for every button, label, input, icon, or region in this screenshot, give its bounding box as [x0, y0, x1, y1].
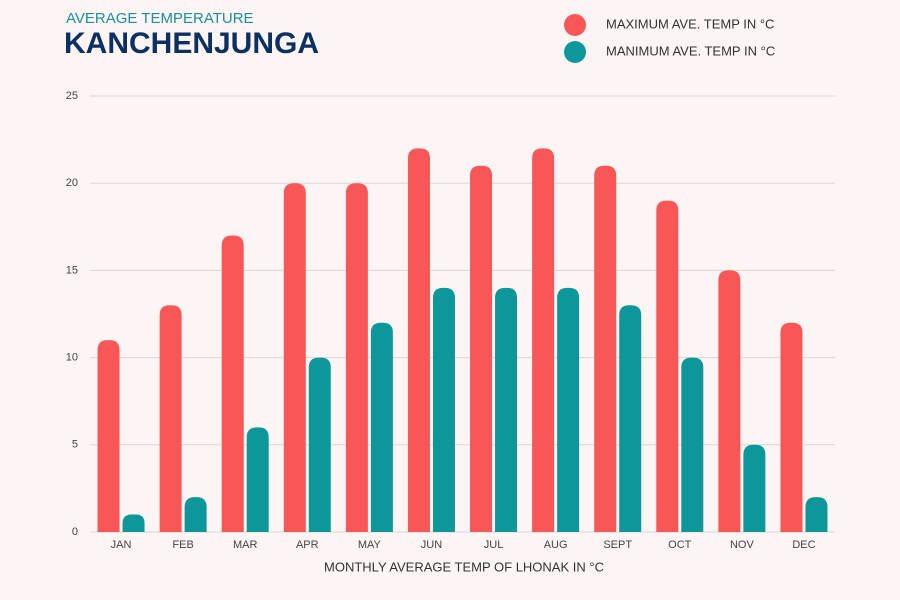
bar	[122, 514, 145, 532]
y-tick-label: 25	[66, 90, 78, 102]
bar	[495, 287, 518, 532]
x-tick-label: APR	[296, 539, 319, 551]
x-tick-label: NOV	[730, 539, 755, 551]
y-tick-label: 20	[66, 177, 78, 189]
bar	[283, 183, 306, 532]
bar	[345, 183, 368, 532]
bar	[718, 270, 741, 532]
bar	[97, 340, 120, 532]
x-tick-label: DEC	[792, 539, 815, 551]
x-tick-label: JAN	[111, 539, 132, 551]
legend-label: MANIMUM AVE. TEMP IN °C	[606, 43, 775, 58]
bar	[557, 287, 580, 532]
x-tick-label: JUN	[421, 539, 442, 551]
bar	[432, 287, 455, 532]
bar	[743, 444, 766, 532]
y-tick-label: 10	[66, 352, 78, 364]
bar	[159, 305, 182, 532]
y-tick-label: 5	[72, 439, 78, 451]
bar	[407, 148, 430, 532]
x-tick-label: AUG	[544, 539, 568, 551]
bar	[246, 427, 269, 532]
bar	[805, 497, 828, 532]
chart-subtitle: AVERAGE TEMPERATURE	[66, 10, 254, 27]
bar	[221, 235, 244, 532]
x-tick-label: JUL	[484, 539, 504, 551]
bar	[656, 200, 679, 532]
x-tick-label: FEB	[172, 539, 193, 551]
bar	[619, 305, 642, 532]
bar	[780, 322, 803, 532]
y-tick-label: 0	[72, 526, 78, 538]
chart-title: KANCHENJUNGA	[64, 27, 319, 60]
legend-swatch	[564, 41, 586, 63]
x-axis-label: MONTHLY AVERAGE TEMP OF LHONAK IN °C	[324, 559, 604, 574]
x-tick-label: MAY	[358, 539, 382, 551]
bar	[532, 148, 555, 532]
x-tick-label: OCT	[668, 539, 692, 551]
bar	[184, 497, 207, 532]
bar	[470, 165, 493, 532]
bar	[370, 322, 393, 532]
y-tick-label: 15	[66, 264, 78, 276]
bar	[308, 357, 331, 532]
x-tick-label: SEPT	[603, 539, 632, 551]
bar	[681, 357, 704, 532]
x-tick-label: MAR	[233, 539, 258, 551]
legend-swatch	[564, 14, 586, 36]
bar	[594, 165, 617, 532]
legend-label: MAXIMUM AVE. TEMP IN °C	[606, 16, 774, 31]
